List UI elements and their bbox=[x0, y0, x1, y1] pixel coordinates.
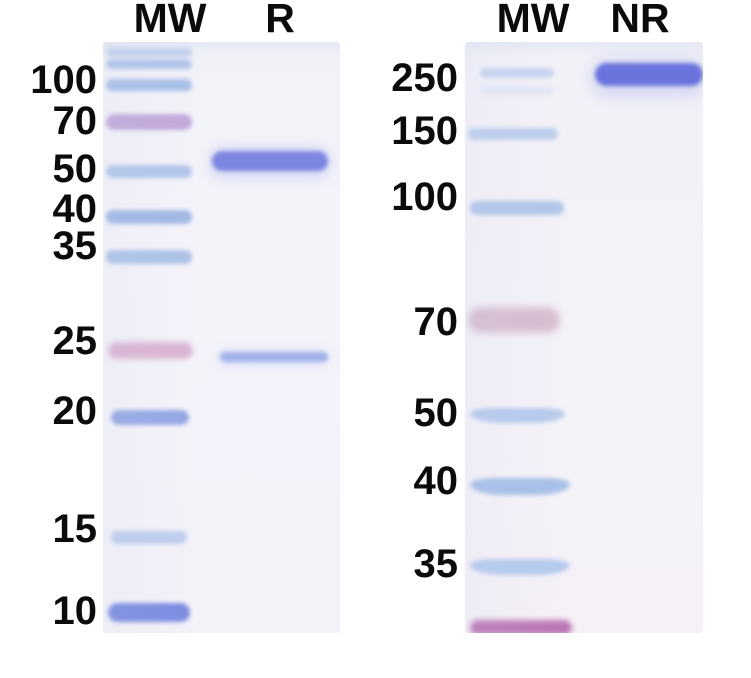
mw-label-25-reduced: 25 bbox=[52, 319, 98, 363]
gel-band-marker-10 bbox=[108, 602, 190, 622]
lane-header-mw: MW bbox=[496, 0, 570, 41]
gel-band-marker-50 bbox=[470, 407, 565, 423]
gel-band-marker-40 bbox=[106, 210, 192, 224]
mw-label-70-non-reduced: 70 bbox=[413, 300, 459, 344]
mw-label-50-reduced: 50 bbox=[52, 147, 98, 191]
gel-band-marker-faint bbox=[480, 86, 554, 94]
mw-label-70-reduced: 70 bbox=[52, 99, 98, 143]
gel-band-sample-nr-band1 bbox=[595, 62, 703, 86]
gel-band-marker-upper-1 bbox=[106, 47, 192, 57]
gel-band-marker-35 bbox=[470, 559, 570, 575]
mw-label-40-reduced: 40 bbox=[52, 187, 98, 231]
gel-band-marker-50 bbox=[106, 164, 192, 178]
mw-label-35-non-reduced: 35 bbox=[413, 542, 459, 586]
gel-band-marker-100 bbox=[106, 79, 192, 91]
lane-header-mw: MW bbox=[133, 0, 207, 41]
mw-label-10-reduced: 10 bbox=[52, 589, 98, 633]
gel-band-marker-35 bbox=[106, 250, 192, 264]
gel-band-sample-r-band1 bbox=[212, 151, 328, 171]
gel-band-marker-150 bbox=[468, 128, 558, 140]
gel-band-marker-20 bbox=[111, 409, 189, 425]
mw-label-150-non-reduced: 150 bbox=[391, 109, 458, 153]
gel-band-marker-25 bbox=[108, 341, 193, 359]
gel-band-marker-70 bbox=[468, 307, 560, 333]
gel-band-marker-100 bbox=[470, 201, 564, 215]
mw-label-35-reduced: 35 bbox=[52, 224, 98, 268]
lane-header-nr: NR bbox=[610, 0, 670, 41]
gel-non-reduced bbox=[465, 42, 703, 633]
mw-label-100-reduced: 100 bbox=[30, 58, 97, 102]
mw-label-50-non-reduced: 50 bbox=[413, 391, 459, 435]
gel-reduced bbox=[103, 42, 340, 633]
mw-label-100-non-reduced: 100 bbox=[391, 175, 458, 219]
gel-band-marker-40 bbox=[470, 477, 570, 495]
gel-band-marker-15 bbox=[111, 530, 187, 544]
mw-label-15-reduced: 15 bbox=[52, 507, 98, 551]
gel-band-marker-bottom bbox=[470, 619, 572, 633]
gel-band-marker-250 bbox=[480, 68, 554, 78]
gel-band-marker-70 bbox=[106, 114, 192, 130]
gel-band-sample-r-band2 bbox=[220, 352, 328, 362]
gel-band-marker-upper-2 bbox=[106, 59, 192, 69]
mw-label-40-non-reduced: 40 bbox=[413, 459, 459, 503]
mw-label-250-non-reduced: 250 bbox=[391, 56, 458, 100]
lane-header-r: R bbox=[265, 0, 295, 41]
mw-label-20-reduced: 20 bbox=[52, 389, 98, 433]
